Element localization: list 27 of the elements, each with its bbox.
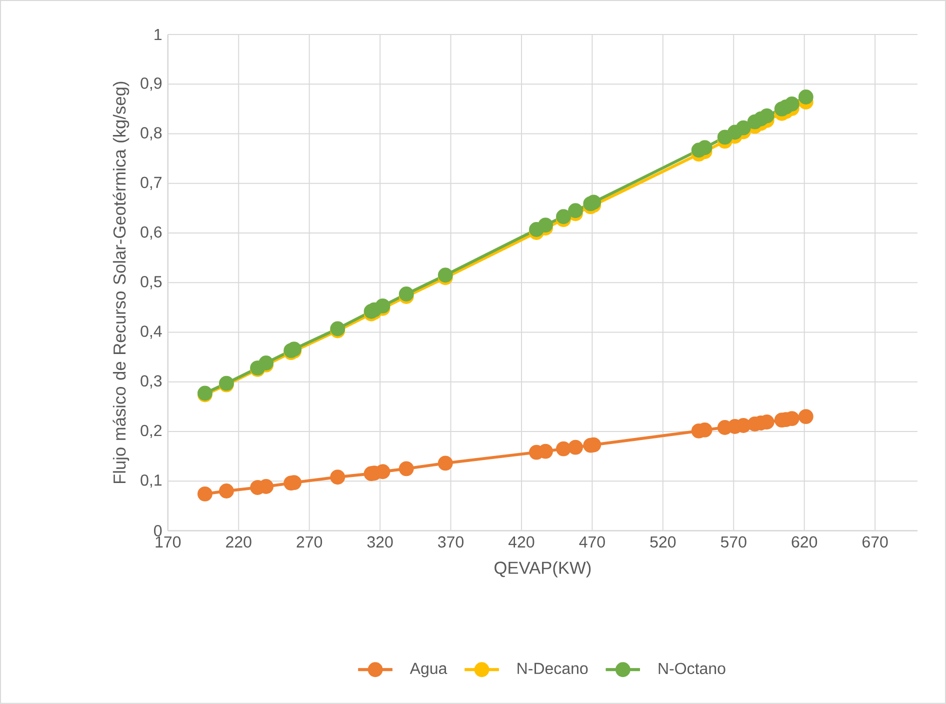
y-tick-label: 0,8	[140, 127, 162, 140]
y-axis-title: Flujo másico de Recurso Solar-Geotérmica (kg/seg)	[112, 82, 130, 484]
x-tick-label: 520	[650, 536, 676, 548]
y-tick-label: 0,6	[140, 226, 162, 240]
y-tick-label: 0,7	[140, 176, 162, 190]
y-tick-label: 0,2	[140, 424, 162, 438]
x-tick-label: 320	[367, 536, 393, 548]
y-tick-label: 0,9	[140, 78, 162, 91]
y-tick-label: 0	[154, 525, 162, 536]
y-tick-label: 0,3	[140, 375, 162, 388]
x-tick-label: 570	[720, 536, 746, 548]
legend-label: Agua	[410, 662, 448, 678]
x-tick-label: 370	[438, 536, 464, 548]
x-tick-label: 420	[508, 536, 534, 548]
legend-label: N-Octano	[658, 662, 726, 674]
x-tick-label: 670	[862, 536, 888, 548]
x-tick-label: 470	[579, 536, 605, 548]
x-tick-label: 170	[156, 536, 181, 548]
x-tick-label: 220	[226, 536, 252, 548]
y-tick-label: 0,1	[140, 474, 162, 488]
legend-label: N-Decano	[518, 662, 588, 674]
x-tick-label: 620	[792, 536, 818, 548]
y-tick-label: 1	[154, 29, 162, 40]
x-tick-label: 270	[296, 536, 322, 548]
x-axis-title: QEVAP(KW)	[494, 561, 591, 578]
y-tick-label: 0,4	[140, 326, 162, 339]
y-tick-label: 0,5	[140, 276, 162, 290]
